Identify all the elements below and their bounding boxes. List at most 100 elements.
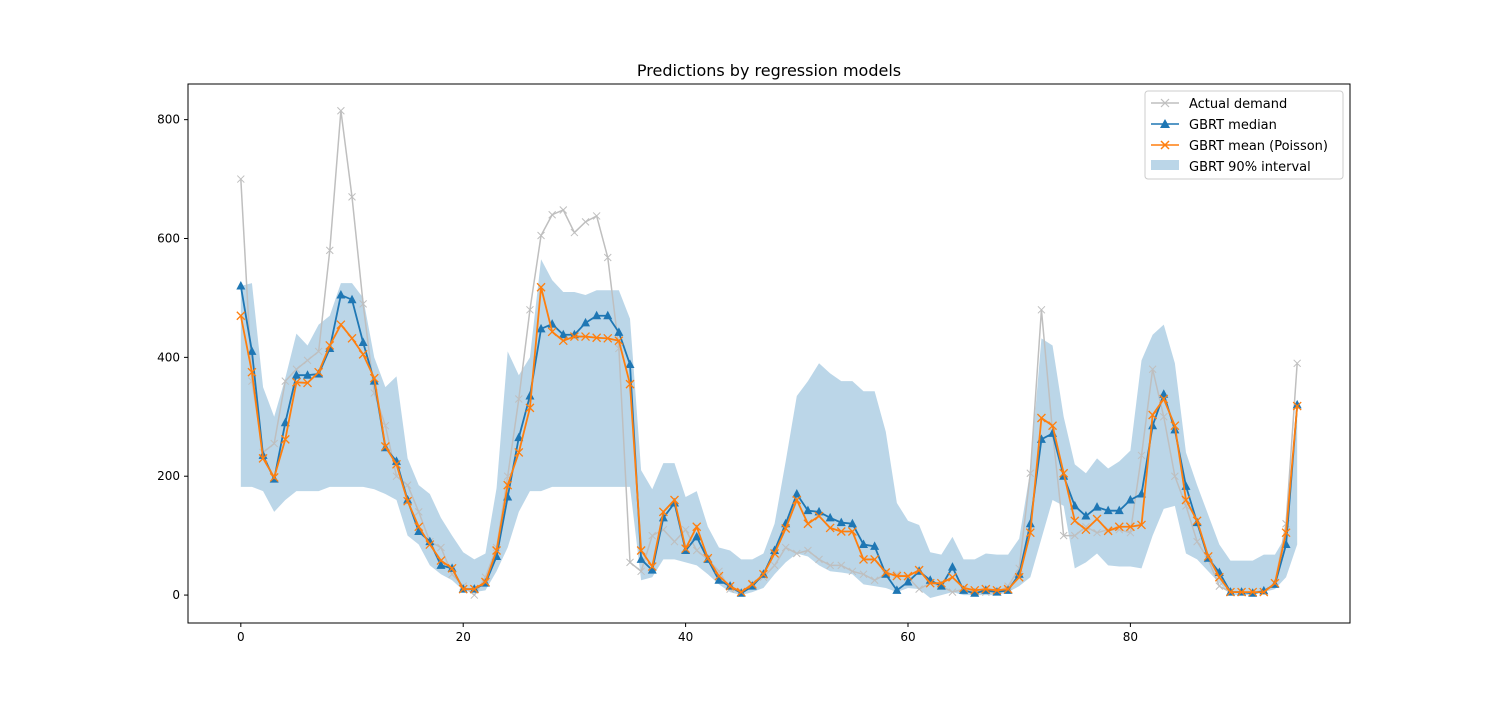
data-point <box>870 554 880 564</box>
data-point <box>436 560 446 569</box>
data-point <box>236 311 246 321</box>
data-point <box>692 546 701 555</box>
data-point <box>903 576 913 586</box>
data-point <box>914 565 924 575</box>
data-point <box>625 359 635 368</box>
series-2 <box>236 282 1302 597</box>
plot-area <box>236 106 1302 599</box>
data-point <box>814 511 824 521</box>
data-point <box>503 480 513 490</box>
data-point <box>558 329 568 339</box>
interval-band <box>240 259 1298 599</box>
data-point <box>826 561 835 570</box>
data-point <box>581 332 590 342</box>
data-point <box>947 562 957 571</box>
data-point <box>836 517 846 527</box>
data-point <box>592 310 602 320</box>
data-point <box>681 544 691 554</box>
data-point <box>903 571 913 581</box>
data-point <box>559 206 568 214</box>
data-point <box>792 489 802 498</box>
data-point <box>247 346 257 355</box>
data-point <box>637 567 645 576</box>
data-point <box>1170 421 1180 431</box>
data-point <box>803 505 813 515</box>
data-point <box>303 356 312 365</box>
y-tick-label: 400 <box>157 350 180 364</box>
data-point <box>1270 578 1280 588</box>
data-point <box>280 434 290 444</box>
data-point <box>803 519 813 529</box>
data-point <box>747 579 757 589</box>
data-point <box>269 472 279 482</box>
data-point <box>1070 516 1080 526</box>
data-point <box>1093 528 1101 537</box>
x-tick-label: 40 <box>678 630 693 644</box>
y-tick-label: 200 <box>157 469 180 483</box>
data-point <box>1070 531 1079 540</box>
data-point <box>492 546 502 555</box>
data-point <box>1192 516 1202 526</box>
data-point <box>570 228 579 237</box>
data-point <box>1159 412 1168 421</box>
legend-item-actual: Actual demand <box>1151 97 1287 112</box>
data-point <box>670 495 679 505</box>
data-point <box>336 320 346 330</box>
data-point <box>1092 502 1102 511</box>
data-point <box>592 212 601 220</box>
data-point <box>358 349 368 359</box>
data-point <box>792 549 801 558</box>
data-point <box>870 541 880 550</box>
x-tick-label: 80 <box>1123 630 1138 644</box>
data-point <box>648 531 657 540</box>
data-point <box>1059 531 1068 540</box>
data-point <box>325 246 334 255</box>
data-point <box>558 336 568 346</box>
data-point <box>636 554 646 563</box>
data-point <box>369 373 379 383</box>
data-point <box>314 367 324 377</box>
data-point <box>414 526 424 535</box>
data-point <box>436 556 446 566</box>
data-point <box>714 571 724 581</box>
data-point <box>1292 401 1302 411</box>
chart-title: Predictions by regression models <box>637 61 901 80</box>
data-point <box>703 553 713 563</box>
data-point <box>336 289 346 299</box>
data-point <box>1281 528 1291 538</box>
data-point <box>1025 518 1035 528</box>
data-point <box>1036 413 1046 423</box>
data-point <box>1181 495 1191 505</box>
data-point <box>348 193 356 201</box>
data-point <box>936 578 946 588</box>
data-point <box>692 531 702 541</box>
data-point <box>1025 528 1035 538</box>
data-point <box>1103 505 1113 515</box>
data-point <box>1193 537 1201 546</box>
data-point <box>948 588 957 596</box>
data-point <box>1214 572 1224 582</box>
data-point <box>614 336 624 346</box>
data-point <box>1237 587 1247 597</box>
data-point <box>1082 522 1090 531</box>
legend-item-median: GBRT median <box>1151 118 1277 133</box>
data-point <box>647 565 657 574</box>
data-point <box>970 588 980 597</box>
axes-frame <box>187 83 1351 624</box>
data-point <box>847 518 857 528</box>
data-point <box>925 578 935 588</box>
data-point <box>948 572 957 582</box>
data-point <box>859 539 869 549</box>
data-point <box>1114 505 1124 515</box>
data-point <box>247 367 257 377</box>
data-point <box>837 561 846 570</box>
data-point <box>292 365 301 374</box>
y-tick-label: 600 <box>157 232 180 246</box>
legend-item-interval: GBRT 90% interval <box>1151 160 1311 175</box>
data-point <box>458 584 468 594</box>
data-point <box>981 584 991 594</box>
data-point <box>569 332 579 342</box>
data-point <box>781 543 790 552</box>
data-point <box>825 523 835 533</box>
data-point <box>536 282 546 292</box>
